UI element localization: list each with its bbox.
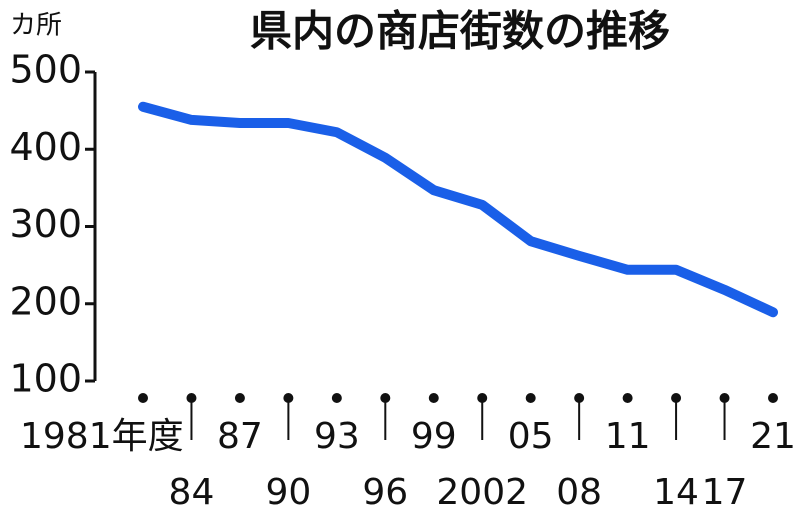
x-tick-label: 08: [556, 472, 602, 513]
y-tick-label: 400: [9, 125, 82, 169]
x-dot: [428, 393, 439, 403]
unit-label: カ所: [10, 11, 62, 41]
x-dot: [768, 393, 778, 403]
y-tick-label: 500: [9, 48, 82, 92]
data-line: [138, 101, 778, 318]
x-dot: [138, 393, 148, 403]
y-tick-label: 100: [9, 357, 82, 401]
x-dot: [234, 393, 245, 403]
x-dot: [525, 393, 536, 403]
x-tick-label: 96: [362, 472, 408, 513]
x-tick-label: 05: [508, 416, 554, 457]
x-dot: [622, 393, 633, 403]
x-tick-label: 11: [605, 416, 651, 457]
x-dot: [331, 393, 342, 403]
x-tick-label: 1981年度: [20, 416, 184, 457]
x-tick-label: 93: [314, 416, 360, 457]
x-tick-label: 2002: [436, 472, 528, 513]
chart-title: 県内の商店街数の推移: [250, 7, 670, 56]
x-tick-label: 90: [265, 472, 311, 513]
x-tick-label: 84: [169, 472, 215, 513]
y-tick-label: 200: [9, 279, 82, 323]
x-tick-label: 14: [653, 472, 699, 513]
x-tick-label: 21: [750, 416, 796, 457]
x-tick-label: 99: [411, 416, 457, 457]
y-tick-label: 300: [9, 202, 82, 246]
x-tick-label: 17: [702, 472, 748, 513]
x-tick-label: 87: [217, 416, 263, 457]
